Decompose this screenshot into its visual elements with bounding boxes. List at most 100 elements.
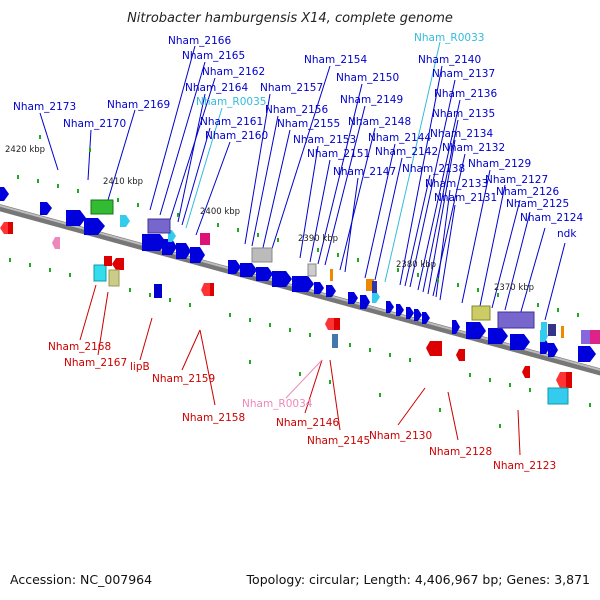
gene-label-Nham_2165[interactable]: Nham_2165 [182,50,245,62]
forward-gene-arrow [292,276,314,292]
gene-label-Nham_R0034[interactable]: Nham_R0034 [242,398,313,410]
forward-gene-arrow [386,301,394,313]
gene-label-Nham_2124[interactable]: Nham_2124 [520,212,583,224]
gene-block-gray [251,247,273,263]
gene-label-Nham_2153[interactable]: Nham_2153 [293,134,356,146]
gene-label-Nham_2169[interactable]: Nham_2169 [107,99,170,111]
forward-gene-arrow [142,234,166,251]
gene-label-Nham_2128[interactable]: Nham_2128 [429,446,492,458]
forward-gene-arrow [510,334,530,350]
genes-label: Genes: [506,572,551,587]
gene-label-Nham_2148[interactable]: Nham_2148 [348,116,411,128]
gene-label-Nham_2156[interactable]: Nham_2156 [265,104,328,116]
forward-gene-arrow [422,312,430,324]
top-gene-labels: Nham_2173 Nham_2170 Nham_2169 Nham_2166 … [13,32,583,240]
forward-gene-arrow [540,340,550,354]
gene-label-Nham_2145[interactable]: Nham_2145 [307,435,370,447]
gene-block-green [90,199,114,215]
gene-label-Nham_2155[interactable]: Nham_2155 [277,118,340,130]
gene-label-Nham_2140[interactable]: Nham_2140 [418,54,481,66]
gene-label-Nham_2162[interactable]: Nham_2162 [202,66,265,78]
forward-gene-arrow [396,304,404,316]
gene-label-lipB[interactable]: lipB [130,361,150,373]
reverse-gene-arrow [52,237,60,249]
separator: ; [355,572,360,587]
reverse-gene-arrow [456,349,465,361]
gene-block-steel [332,334,338,348]
gene-block-red [104,256,112,266]
forward-gene-arrow [452,320,460,334]
forward-gene-arrow [348,292,358,304]
gene-label-Nham_2134[interactable]: Nham_2134 [430,128,493,140]
gene-label-Nham_R0033[interactable]: Nham_R0033 [414,32,484,44]
reverse-gene-arrow [522,366,530,378]
gene-label-Nham_2144[interactable]: Nham_2144 [368,132,431,144]
gene-label-Nham_2147[interactable]: Nham_2147 [333,166,396,178]
gene-label-Nham_2127[interactable]: Nham_2127 [485,174,548,186]
gene-label-Nham_2149[interactable]: Nham_2149 [340,94,403,106]
gene-label-Nham_2146[interactable]: Nham_2146 [276,417,339,429]
forward-gene-arrow [414,309,422,321]
gene-label-Nham_2158[interactable]: Nham_2158 [182,412,245,424]
gene-label-Nham_2123[interactable]: Nham_2123 [493,460,556,472]
gene-label-Nham_2132[interactable]: Nham_2132 [442,142,505,154]
gene-label-ndk[interactable]: ndk [557,228,577,240]
kbp-label-2370: 2370 kbp [494,283,534,293]
gene-label-Nham_2166[interactable]: Nham_2166 [168,35,231,47]
gene-label-Nham_2161[interactable]: Nham_2161 [200,116,263,128]
gene-label-Nham_2138[interactable]: Nham_2138 [402,163,465,175]
gene-label-Nham_2136[interactable]: Nham_2136 [434,88,497,100]
forward-gene-arrow [578,346,596,362]
accession-info: Accession: NC_007964 [10,572,152,587]
kbp-label-2390: 2390 kbp [298,234,338,244]
gene-label-Nham_2125[interactable]: Nham_2125 [506,198,569,210]
forward-gene-arrow [466,322,486,339]
gene-label-Nham_2129[interactable]: Nham_2129 [468,158,531,170]
gene-label-Nham_2151[interactable]: Nham_2151 [307,148,370,160]
gene-block-orange [330,269,333,281]
reverse-gene-arrow [201,283,210,296]
gene-label-Nham_2133[interactable]: Nham_2133 [425,178,488,190]
forward-gene-arrow [488,328,508,344]
bottom-gene-labels: Nham_2168 Nham_2167 lipB Nham_2159 Nham_… [48,341,556,472]
gene-label-Nham_2150[interactable]: Nham_2150 [336,72,399,84]
forward-gene-arrow [176,243,191,259]
map-title: Nitrobacter hamburgensis X14, complete g… [127,11,453,26]
kbp-label-2410: 2410 kbp [103,177,143,187]
gene-block-navy [372,281,377,293]
gene-block-purple [497,311,535,329]
gene-label-Nham_2130[interactable]: Nham_2130 [369,430,432,442]
gene-label-Nham_2173[interactable]: Nham_2173 [13,101,76,113]
forward-gene-arrow [40,202,52,215]
kbp-label-2380: 2380 kbp [396,260,436,270]
forward-gene-arrow [326,285,336,297]
kbp-label-2400: 2400 kbp [200,207,240,217]
gene-label-Nham_2170[interactable]: Nham_2170 [63,118,126,130]
gene-block-magenta [200,233,210,245]
gene-label-Nham_2135[interactable]: Nham_2135 [432,108,495,120]
gene-label-Nham_2159[interactable]: Nham_2159 [152,373,215,385]
reverse-gene-arrow [325,318,334,330]
gene-label-Nham_2160[interactable]: Nham_2160 [205,130,268,142]
reverse-gene-arrow [112,258,124,270]
gene-label-Nham_2167[interactable]: Nham_2167 [64,357,127,369]
gene-label-Nham_2137[interactable]: Nham_2137 [432,68,495,80]
forward-gene-arrow [240,263,257,277]
gene-label-Nham_2164[interactable]: Nham_2164 [185,82,248,94]
gene-block-orange [561,326,564,338]
gene-label-Nham_2131[interactable]: Nham_2131 [434,192,497,204]
gene-label-Nham_2168[interactable]: Nham_2168 [48,341,111,353]
gene-label-Nham_2126[interactable]: Nham_2126 [496,186,559,198]
top-leader-lines [39,45,566,321]
genes-value: 3,871 [554,572,590,587]
gene-label-Nham_2154[interactable]: Nham_2154 [304,54,367,66]
reverse-gene-arrow [0,222,8,234]
gene-label-Nham_R0035[interactable]: Nham_R0035 [196,96,266,108]
gene-block-purple [147,218,171,234]
gene-label-Nham_2157[interactable]: Nham_2157 [260,82,323,94]
forward-gene-arrow [360,295,370,309]
gene-label-Nham_2142[interactable]: Nham_2142 [375,146,438,158]
forward-gene-arrow [66,210,86,226]
forward-gene-arrow [228,260,241,274]
reverse-features [0,222,572,405]
